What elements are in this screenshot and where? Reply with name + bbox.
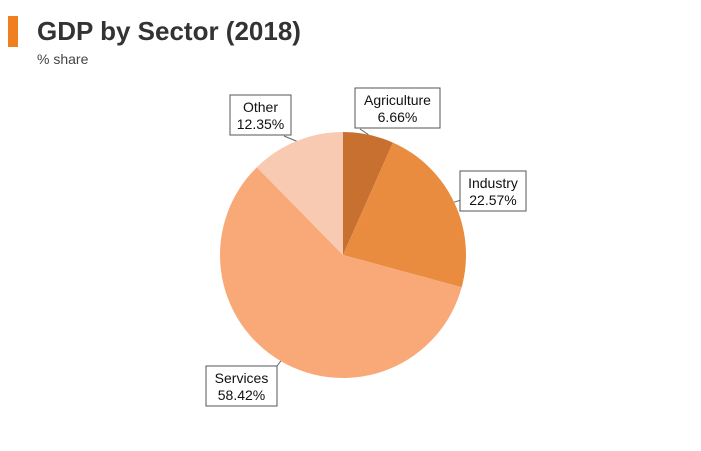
title-accent-bar <box>8 16 18 47</box>
chart-subtitle: % share <box>37 51 89 67</box>
pie-slices <box>219 132 467 379</box>
slice-name-label: Other <box>243 99 278 115</box>
slice-value-label: 12.35% <box>237 116 284 132</box>
slice-name-label: Industry <box>468 175 518 191</box>
leader-line-agriculture <box>359 128 369 136</box>
pie-slice-other <box>256 132 343 255</box>
pie-slice-services <box>219 167 462 379</box>
slice-name-label: Services <box>215 370 269 386</box>
label-box <box>459 170 527 212</box>
slice-name-label: Agriculture <box>364 92 431 108</box>
pie-slice-industry <box>343 142 467 288</box>
leader-line-services <box>276 360 282 367</box>
label-box <box>229 94 292 136</box>
slice-value-label: 58.42% <box>218 387 265 403</box>
pie-slice-agriculture <box>343 132 393 255</box>
slice-value-label: 22.57% <box>469 192 516 208</box>
label-box <box>205 365 278 407</box>
leader-line-other <box>283 135 297 142</box>
label-box <box>354 87 441 129</box>
slice-value-label: 6.66% <box>378 109 418 125</box>
chart-title: GDP by Sector (2018) <box>37 16 301 46</box>
